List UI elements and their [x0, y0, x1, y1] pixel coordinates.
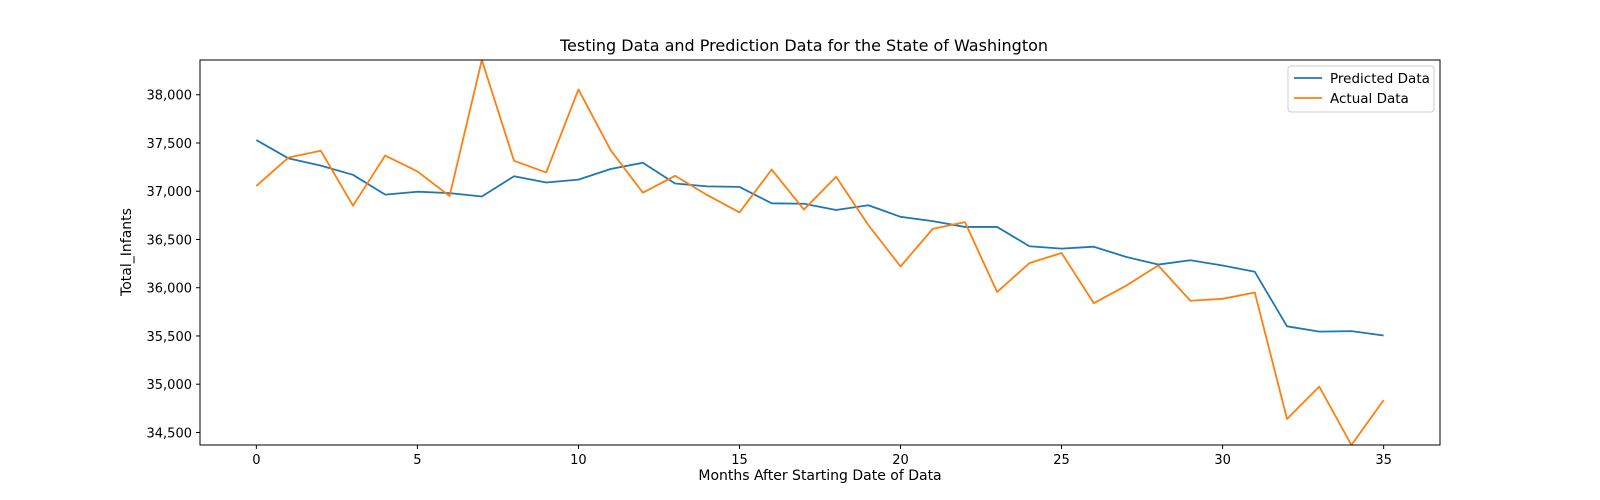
- series-line-predicted-data: [255, 139, 1384, 337]
- x-tick-label: 10: [570, 453, 587, 468]
- legend-box: [1287, 65, 1435, 113]
- x-tick-label: 15: [731, 453, 748, 468]
- y-tick-label: 35,500: [147, 330, 193, 345]
- legend-label: Actual Data: [1330, 91, 1409, 107]
- y-axis-label: Total_Infants: [119, 208, 135, 297]
- x-tick-label: 30: [1214, 453, 1231, 468]
- y-tick-label: 36,000: [147, 282, 193, 297]
- y-tick-label: 37,500: [147, 137, 193, 152]
- axes-frame: [199, 59, 1441, 446]
- x-tick-label: 25: [1053, 453, 1070, 468]
- x-tick-label: 35: [1375, 453, 1392, 468]
- x-axis: 0 5 10 15 20 25 30 35: [252, 445, 1392, 468]
- y-tick-label: 35,000: [147, 378, 193, 393]
- x-axis-label: Months After Starting Date of Data: [698, 468, 941, 484]
- y-axis: 34,500 35,000 35,500 36,000 36,500 37,000 37,5…: [147, 89, 200, 441]
- y-tick-label: 36,500: [147, 233, 193, 248]
- x-tick-label: 20: [892, 453, 909, 468]
- legend-label: Predicted Data: [1330, 71, 1430, 87]
- y-tick-label: 38,000: [147, 89, 193, 104]
- legend: Predicted Data Actual Data: [1287, 65, 1435, 113]
- plot-area: [255, 60, 1385, 445]
- x-tick-label: 0: [252, 453, 260, 468]
- y-tick-label: 34,500: [147, 426, 193, 441]
- x-tick-label: 5: [413, 453, 421, 468]
- y-tick-label: 37,000: [147, 185, 193, 200]
- series-line-actual-data: [255, 60, 1385, 445]
- chart-title: Testing Data and Prediction Data for the…: [559, 36, 1048, 55]
